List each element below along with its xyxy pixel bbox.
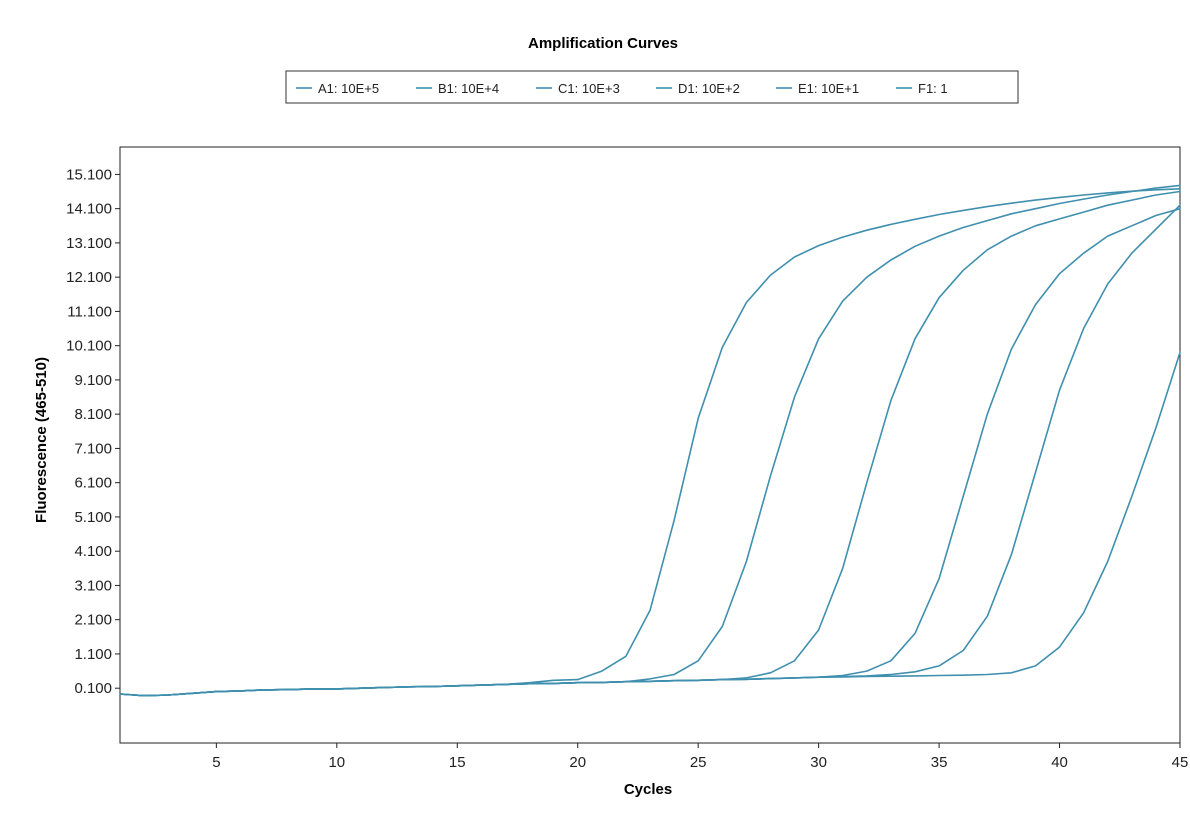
y-tick-label: 3.100 [74, 577, 112, 594]
legend: A1: 10E+5 B1: 10E+4 C1: 10E+3 D1: 10E+2 E1: … [285, 70, 1019, 104]
plot-area-frame [119, 146, 1181, 744]
legend-box [285, 70, 1019, 104]
x-tick-label: 40 [1051, 754, 1068, 771]
x-tick-label: 20 [569, 754, 586, 771]
x-tick-label: 45 [1172, 754, 1189, 771]
series-line-4 [119, 207, 1181, 697]
x-tick-label: 5 [212, 754, 220, 771]
x-axis: 5 10 15 20 25 30 35 40 45 [212, 743, 1188, 771]
series-line-2 [119, 184, 1181, 697]
y-tick-label: 14.100 [66, 201, 112, 218]
x-tick-label: 25 [690, 754, 707, 771]
x-tick-label: 30 [810, 754, 827, 771]
legend-label: A1: 10E+5 [318, 81, 379, 96]
y-tick-label: 7.100 [74, 440, 112, 457]
y-tick-label: 9.100 [74, 372, 112, 389]
y-tick-label: 8.100 [74, 406, 112, 423]
y-tick-label: 1.100 [74, 646, 112, 663]
y-tick-label: 4.100 [74, 543, 112, 560]
series-lines [119, 184, 1181, 697]
y-tick-label: 13.100 [66, 235, 112, 252]
legend-label: F1: 1 [918, 81, 948, 96]
series-line-3 [119, 190, 1181, 697]
y-tick-label: 2.100 [74, 612, 112, 629]
y-tick-label: 12.100 [66, 269, 112, 286]
legend-label: B1: 10E+4 [438, 81, 499, 96]
y-tick-label: 10.100 [66, 338, 112, 355]
chart-title: Amplification Curves [528, 35, 678, 52]
series-line-1 [119, 188, 1181, 697]
y-tick-label: 15.100 [66, 166, 112, 183]
y-tick-label: 5.100 [74, 509, 112, 526]
y-tick-label: 6.100 [74, 475, 112, 492]
x-tick-label: 15 [449, 754, 466, 771]
series-line-6 [119, 351, 1181, 697]
x-tick-label: 35 [931, 754, 948, 771]
legend-label: D1: 10E+2 [678, 81, 740, 96]
y-tick-label: 0.100 [74, 680, 112, 697]
series-line-5 [119, 204, 1181, 697]
x-axis-label: Cycles [624, 781, 672, 798]
legend-label: C1: 10E+3 [558, 81, 620, 96]
y-axis-label: Fluorescence (465-510) [33, 357, 50, 523]
y-axis: 0.100 1.100 2.100 3.100 4.100 5.100 6.100 7.100… [66, 166, 120, 697]
y-tick-label: 11.100 [67, 303, 112, 320]
x-tick-label: 10 [328, 754, 345, 771]
legend-label: E1: 10E+1 [798, 81, 859, 96]
